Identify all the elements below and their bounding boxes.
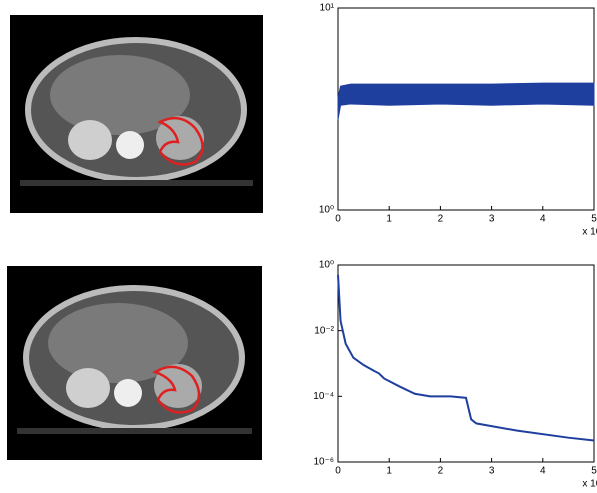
value-band xyxy=(337,82,595,120)
x-tick-label: 0 xyxy=(335,466,341,477)
x-tick-label: 3 xyxy=(489,214,495,225)
x-tick-label: 0 xyxy=(335,214,341,225)
y-tick-label: 10⁻⁴ xyxy=(313,391,334,402)
y-tick-label: 10⁻⁶ xyxy=(313,457,334,468)
data-line xyxy=(337,274,595,442)
x-tick-label: 4 xyxy=(540,214,546,225)
plot-frame xyxy=(337,264,595,463)
x-tick-label: 1 xyxy=(386,466,392,477)
x-tick-label: 4 xyxy=(540,466,546,477)
x-tick-label: 5 xyxy=(591,466,597,477)
x-multiplier: x 10⁴ xyxy=(582,479,597,490)
x-tick-label: 1 xyxy=(386,214,392,225)
x-multiplier: x 10⁴ xyxy=(582,227,597,238)
x-tick-label: 3 xyxy=(489,466,495,477)
y-tick-label: 10⁰ xyxy=(319,260,334,271)
ct-image xyxy=(7,266,262,460)
x-tick-label: 2 xyxy=(438,214,444,225)
x-tick-label: 2 xyxy=(438,466,444,477)
y-tick-label: 10⁰ xyxy=(319,205,334,216)
y-tick-label: 10⁻² xyxy=(314,325,334,336)
y-tick-label: 10¹ xyxy=(320,3,335,14)
plot-frame xyxy=(337,7,595,211)
ct-image xyxy=(10,15,263,213)
x-tick-label: 5 xyxy=(591,214,597,225)
